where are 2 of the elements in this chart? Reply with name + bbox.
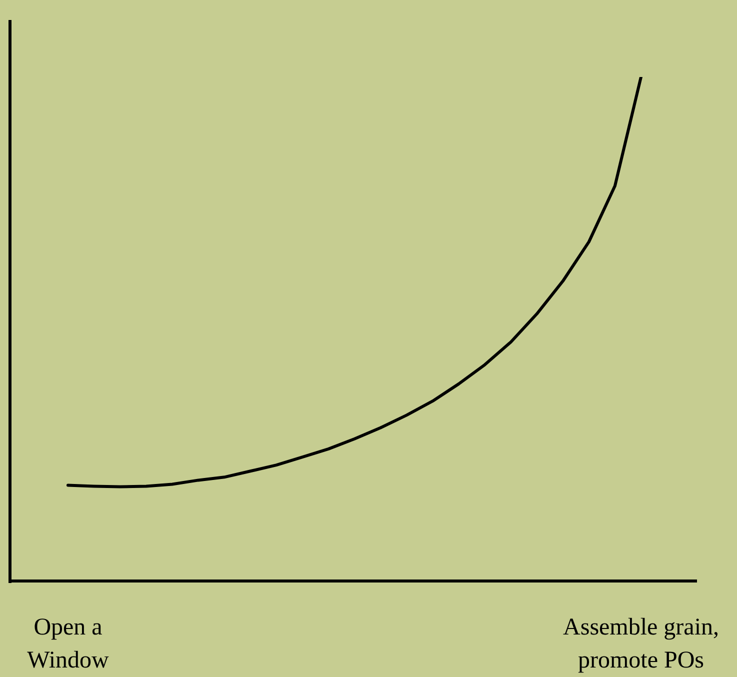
x-tick-label: Assemble grain, promote POs (563, 614, 719, 674)
x-tick-label: Open a Window (27, 614, 110, 674)
